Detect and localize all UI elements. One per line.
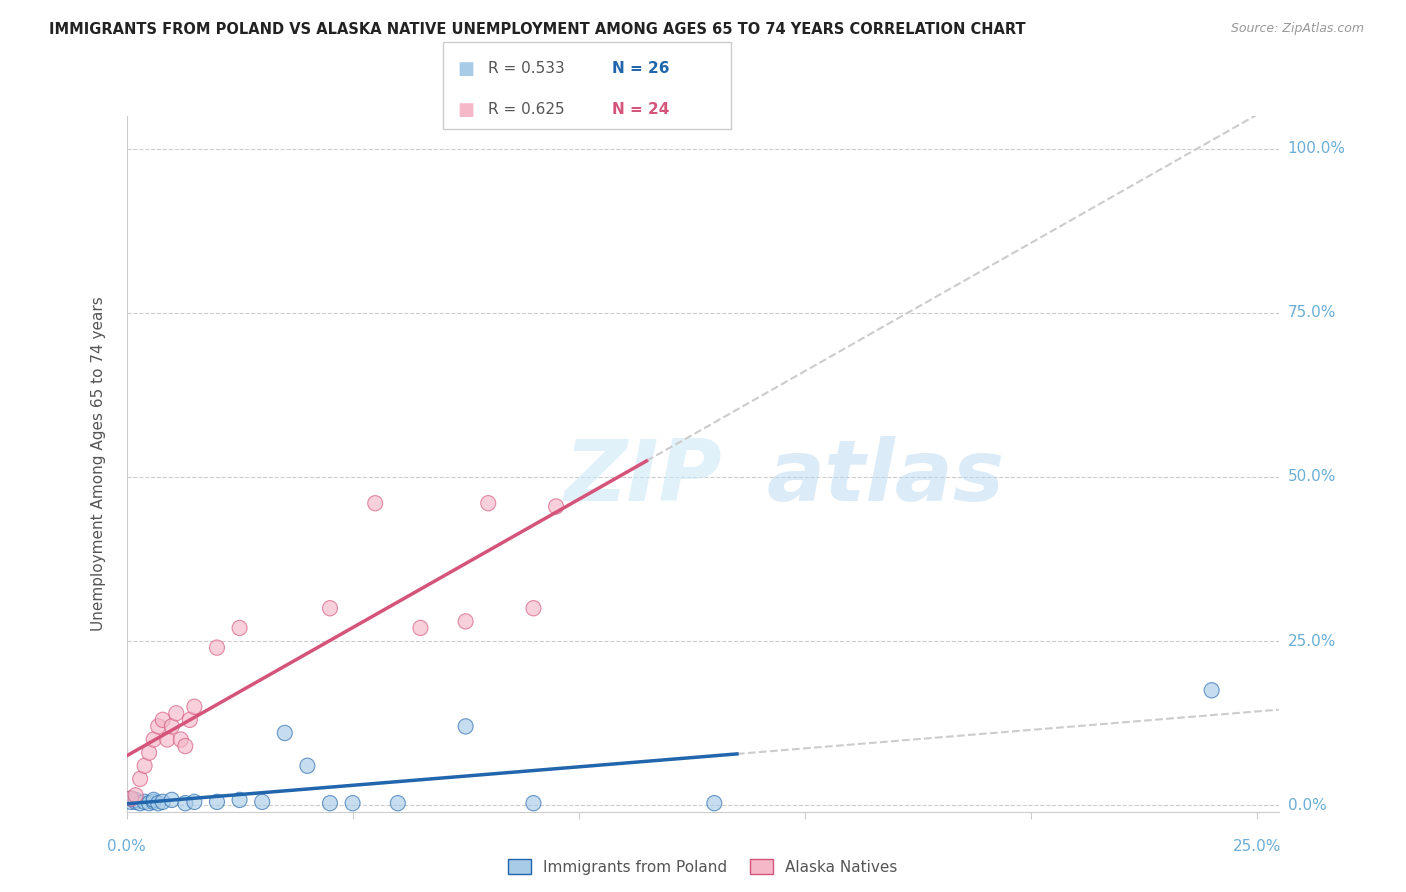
Text: R = 0.533: R = 0.533	[488, 62, 565, 76]
Ellipse shape	[165, 792, 179, 807]
Ellipse shape	[146, 792, 162, 807]
Legend: Immigrants from Poland, Alaska Natives: Immigrants from Poland, Alaska Natives	[502, 853, 904, 880]
Ellipse shape	[254, 794, 270, 810]
Ellipse shape	[299, 758, 315, 773]
Ellipse shape	[128, 794, 143, 810]
Ellipse shape	[150, 719, 166, 734]
Ellipse shape	[124, 791, 139, 806]
Ellipse shape	[277, 725, 292, 740]
Text: ■: ■	[457, 101, 474, 119]
Ellipse shape	[150, 796, 166, 811]
Ellipse shape	[187, 699, 202, 714]
Ellipse shape	[124, 791, 139, 806]
Ellipse shape	[155, 794, 170, 810]
Ellipse shape	[142, 745, 156, 760]
Ellipse shape	[142, 796, 156, 811]
Ellipse shape	[232, 792, 247, 807]
Text: IMMIGRANTS FROM POLAND VS ALASKA NATIVE UNEMPLOYMENT AMONG AGES 65 TO 74 YEARS C: IMMIGRANTS FROM POLAND VS ALASKA NATIVE …	[49, 22, 1026, 37]
Ellipse shape	[146, 731, 162, 747]
Text: 50.0%: 50.0%	[1288, 469, 1336, 484]
Ellipse shape	[138, 758, 152, 773]
Text: Source: ZipAtlas.com: Source: ZipAtlas.com	[1230, 22, 1364, 36]
Y-axis label: Unemployment Among Ages 65 to 74 years: Unemployment Among Ages 65 to 74 years	[91, 296, 105, 632]
Text: 100.0%: 100.0%	[1288, 141, 1346, 156]
Ellipse shape	[413, 620, 427, 636]
Ellipse shape	[183, 712, 197, 728]
Ellipse shape	[132, 772, 148, 787]
Text: 75.0%: 75.0%	[1288, 305, 1336, 320]
Ellipse shape	[322, 796, 337, 811]
Text: 0.0%: 0.0%	[107, 839, 146, 855]
Ellipse shape	[173, 731, 188, 747]
Ellipse shape	[458, 614, 474, 629]
Text: atlas: atlas	[766, 436, 1004, 519]
Text: 0.0%: 0.0%	[1288, 797, 1326, 813]
Ellipse shape	[458, 719, 474, 734]
Ellipse shape	[128, 788, 143, 803]
Ellipse shape	[177, 796, 193, 811]
Ellipse shape	[146, 794, 162, 810]
Ellipse shape	[481, 496, 496, 511]
Ellipse shape	[322, 600, 337, 615]
Ellipse shape	[707, 796, 721, 811]
Text: 25.0%: 25.0%	[1288, 633, 1336, 648]
Ellipse shape	[232, 620, 247, 636]
Ellipse shape	[1204, 682, 1219, 698]
Ellipse shape	[124, 794, 139, 810]
Ellipse shape	[177, 739, 193, 754]
Text: N = 24: N = 24	[612, 103, 669, 117]
Ellipse shape	[344, 796, 360, 811]
Ellipse shape	[526, 796, 541, 811]
Ellipse shape	[165, 719, 179, 734]
Text: R = 0.625: R = 0.625	[488, 103, 564, 117]
Text: 25.0%: 25.0%	[1233, 839, 1281, 855]
Text: N = 26: N = 26	[612, 62, 669, 76]
Ellipse shape	[368, 496, 382, 511]
Text: ■: ■	[457, 60, 474, 78]
Ellipse shape	[160, 731, 174, 747]
Ellipse shape	[391, 796, 405, 811]
Ellipse shape	[132, 796, 148, 811]
Ellipse shape	[155, 712, 170, 728]
Ellipse shape	[209, 794, 225, 810]
Ellipse shape	[187, 794, 202, 810]
Ellipse shape	[128, 792, 143, 807]
Ellipse shape	[548, 499, 564, 514]
Ellipse shape	[526, 600, 541, 615]
Text: ZIP: ZIP	[565, 436, 723, 519]
Ellipse shape	[138, 794, 152, 810]
Ellipse shape	[209, 640, 225, 656]
Ellipse shape	[169, 706, 184, 721]
